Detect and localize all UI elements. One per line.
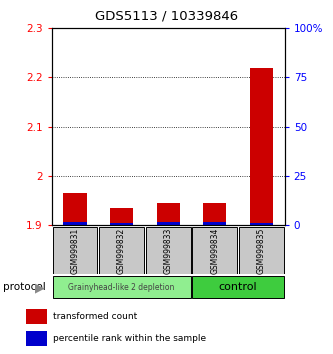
- Text: percentile rank within the sample: percentile rank within the sample: [53, 334, 206, 343]
- Text: GSM999833: GSM999833: [164, 227, 173, 274]
- FancyBboxPatch shape: [146, 227, 190, 274]
- Bar: [26, 331, 47, 346]
- Bar: [26, 309, 47, 324]
- FancyBboxPatch shape: [192, 227, 237, 274]
- Bar: [110, 207, 133, 225]
- Bar: [63, 193, 87, 225]
- Text: transformed count: transformed count: [53, 312, 138, 321]
- Text: protocol: protocol: [3, 282, 46, 292]
- Bar: [203, 203, 226, 225]
- Bar: [157, 222, 180, 225]
- Text: control: control: [219, 282, 257, 292]
- Text: GDS5113 / 10339846: GDS5113 / 10339846: [95, 10, 238, 23]
- Bar: [203, 222, 226, 225]
- Bar: [250, 68, 273, 225]
- Bar: [63, 222, 87, 225]
- Text: GSM999834: GSM999834: [210, 227, 219, 274]
- Text: GSM999831: GSM999831: [70, 227, 80, 274]
- Bar: [250, 223, 273, 225]
- FancyBboxPatch shape: [99, 227, 144, 274]
- Text: GSM999835: GSM999835: [257, 227, 266, 274]
- Text: GSM999832: GSM999832: [117, 227, 126, 274]
- Text: Grainyhead-like 2 depletion: Grainyhead-like 2 depletion: [68, 282, 175, 292]
- FancyBboxPatch shape: [53, 227, 97, 274]
- Text: ▶: ▶: [35, 281, 45, 294]
- Bar: [110, 223, 133, 225]
- FancyBboxPatch shape: [53, 276, 190, 298]
- Bar: [157, 203, 180, 225]
- FancyBboxPatch shape: [239, 227, 284, 274]
- FancyBboxPatch shape: [192, 276, 284, 298]
